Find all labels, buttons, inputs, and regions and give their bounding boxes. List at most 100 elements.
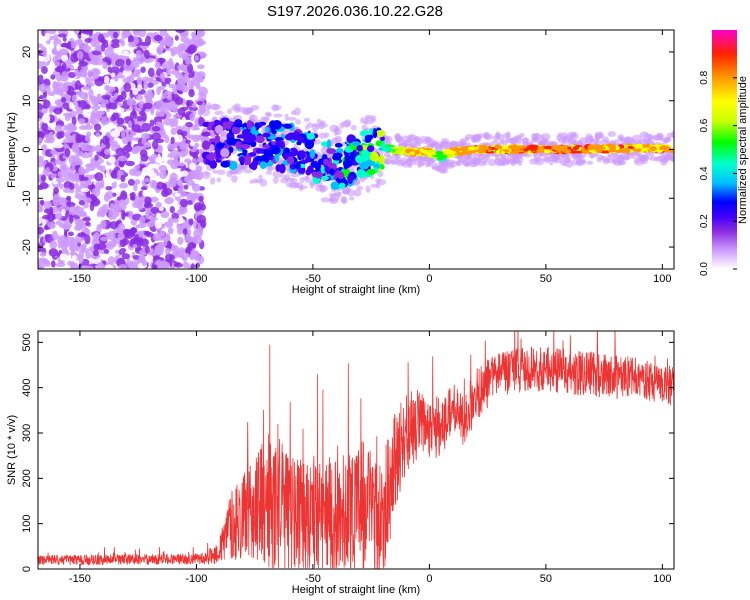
heatmap-cell bbox=[93, 123, 102, 132]
heatmap-cell bbox=[366, 145, 375, 152]
heatmap-cell bbox=[103, 193, 111, 202]
x-tick-label: -100 bbox=[185, 273, 207, 285]
heatmap-cell bbox=[328, 192, 338, 197]
heatmap-cell bbox=[40, 99, 51, 109]
heatmap-cell bbox=[38, 102, 43, 111]
heatmap-cell bbox=[121, 253, 131, 260]
heatmap-cell bbox=[296, 141, 302, 146]
heatmap-cell bbox=[80, 180, 89, 186]
heatmap-cell bbox=[431, 152, 437, 156]
heatmap-cell bbox=[296, 135, 305, 142]
heatmap-cell bbox=[80, 187, 90, 193]
heatmap-cell bbox=[68, 244, 78, 252]
heatmap-cell bbox=[76, 218, 83, 227]
heatmap-cell bbox=[532, 133, 540, 138]
heatmap-cell bbox=[309, 149, 316, 159]
y-tick-label: 100 bbox=[21, 514, 33, 532]
heatmap-cell bbox=[110, 170, 120, 179]
heatmap-cell bbox=[102, 61, 108, 70]
heatmap-cell bbox=[191, 103, 197, 108]
heatmap-cell bbox=[51, 260, 56, 268]
heatmap-cell bbox=[565, 156, 571, 163]
heatmap-cell bbox=[537, 146, 543, 152]
heatmap-cell bbox=[136, 76, 143, 85]
heatmap-cell bbox=[61, 71, 69, 80]
heatmap-cell bbox=[175, 134, 183, 143]
heatmap-cell bbox=[355, 154, 364, 164]
heatmap-cell bbox=[92, 70, 100, 80]
heatmap-cell bbox=[59, 48, 69, 55]
heatmap-cell bbox=[140, 66, 146, 74]
heatmap-cell bbox=[43, 208, 53, 214]
heatmap-cell bbox=[85, 221, 91, 227]
heatmap-cell bbox=[56, 43, 61, 52]
heatmap-cell bbox=[96, 210, 102, 218]
heatmap-cell bbox=[123, 61, 134, 72]
heatmap-cell bbox=[57, 88, 65, 96]
heatmap-cell bbox=[196, 100, 203, 106]
heatmap-cell bbox=[505, 131, 511, 140]
heatmap-cell bbox=[40, 83, 47, 94]
heatmap-cell bbox=[473, 158, 481, 166]
heatmap-cell bbox=[108, 156, 116, 164]
heatmap-cell bbox=[305, 169, 312, 176]
heatmap-cell bbox=[195, 165, 203, 172]
heatmap-cell bbox=[476, 133, 486, 139]
heatmap-cell bbox=[562, 147, 568, 151]
heatmap-cell bbox=[73, 30, 79, 34]
heatmap-cell bbox=[42, 260, 50, 265]
heatmap-cell bbox=[141, 132, 150, 140]
heatmap-cell bbox=[532, 152, 542, 159]
y-tick-label: 0 bbox=[21, 146, 33, 152]
heatmap-cell bbox=[636, 148, 642, 153]
heatmap-cell bbox=[110, 42, 120, 49]
heatmap-cell bbox=[326, 139, 332, 149]
heatmap-cell bbox=[55, 177, 66, 183]
heatmap-cell bbox=[143, 231, 152, 236]
heatmap-cell bbox=[512, 144, 518, 149]
heatmap-cell bbox=[627, 152, 637, 159]
heatmap-cell bbox=[88, 88, 94, 98]
heatmap-cell bbox=[183, 184, 189, 190]
heatmap-cell bbox=[512, 136, 522, 143]
heatmap-cell bbox=[57, 33, 67, 38]
heatmap-cell bbox=[586, 160, 594, 165]
y-tick-label: -20 bbox=[21, 239, 33, 255]
heatmap-cell bbox=[201, 105, 212, 111]
heatmap-cell bbox=[660, 153, 668, 161]
heatmap-cell bbox=[116, 94, 124, 103]
heatmap-cell bbox=[329, 168, 335, 176]
heatmap-cell bbox=[122, 50, 129, 57]
heatmap-cell bbox=[220, 160, 231, 168]
heatmap-cell bbox=[198, 195, 204, 202]
heatmap-cell bbox=[323, 158, 329, 166]
colorbar-tick-label: 0.0 bbox=[699, 262, 710, 276]
heatmap-cell bbox=[658, 146, 665, 151]
heatmap-cell bbox=[401, 135, 411, 144]
heatmap-cell bbox=[607, 131, 617, 138]
heatmap-cell bbox=[356, 169, 366, 178]
heatmap-cell bbox=[41, 122, 48, 132]
heatmap-cell bbox=[449, 161, 459, 168]
heatmap-cell bbox=[229, 169, 239, 175]
heatmap-cell bbox=[463, 150, 472, 155]
x-tick-label: -100 bbox=[185, 573, 207, 585]
heatmap-cell bbox=[78, 255, 84, 264]
heatmap-cell bbox=[132, 244, 138, 249]
heatmap-cell bbox=[616, 154, 626, 163]
heatmap-cell bbox=[311, 171, 317, 178]
heatmap-cell bbox=[174, 192, 181, 197]
heatmap-cell bbox=[184, 56, 192, 65]
heatmap-cell bbox=[215, 142, 225, 149]
heatmap-cell bbox=[62, 36, 67, 42]
heatmap-cell bbox=[605, 157, 615, 164]
heatmap-cell bbox=[394, 132, 402, 141]
heatmap-cell bbox=[331, 137, 341, 145]
heatmap-cell bbox=[152, 232, 162, 242]
heatmap-cell bbox=[40, 174, 46, 182]
heatmap-cell bbox=[127, 120, 133, 129]
heatmap-cell bbox=[596, 148, 603, 153]
heatmap-cell bbox=[490, 146, 496, 151]
heatmap-cell bbox=[345, 186, 352, 192]
heatmap-cell bbox=[38, 74, 44, 84]
